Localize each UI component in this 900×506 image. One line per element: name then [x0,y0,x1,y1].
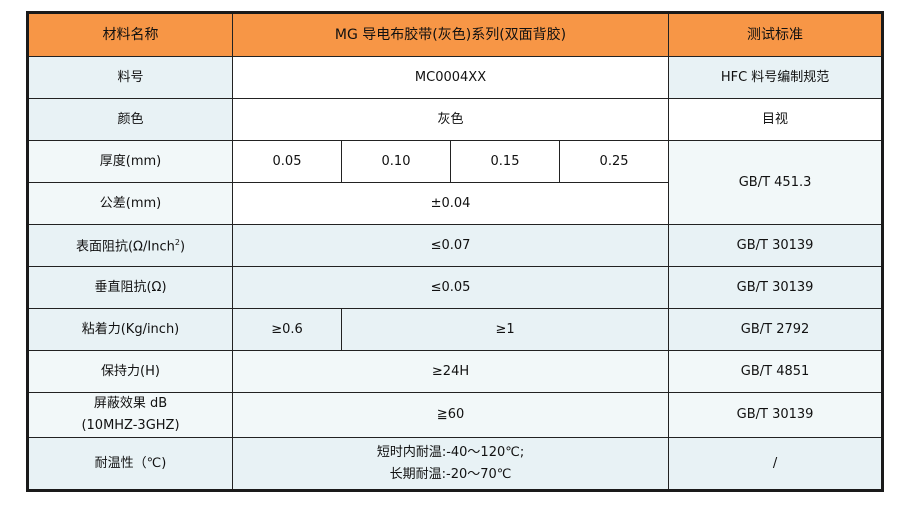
row-standard: GB/T 2792 [668,308,884,351]
row-standard: GB/T 30139 [668,392,884,438]
spec-table: 材料名称 MG 导电布胶带(灰色)系列(双面背胶) 测试标准 料号 MC0004… [26,11,885,492]
table-row: 保持力(H) ≥24H GB/T 4851 [27,350,884,393]
table-row: 厚度(mm) 0.05 0.10 0.15 0.25 GB/T 451.3 [27,140,884,225]
row-value: 灰色 [231,98,670,141]
label-text: ) [179,239,186,255]
row-label: 颜色 [27,98,233,141]
header-product-series: MG 导电布胶带(灰色)系列(双面背胶) [231,12,670,57]
row-label: 厚度(mm) [27,140,233,183]
row-value: 0.25 [558,140,670,183]
row-label: 料号 [27,56,233,99]
row-standard: GB/T 4851 [668,350,884,393]
label-text: 表面阻抗(Ω/Inch [75,239,175,255]
row-label: 公差(mm) [27,182,233,225]
row-value: MC0004XX [231,56,670,99]
row-value: 0.15 [450,140,560,183]
header-test-standard: 测试标准 [668,12,884,57]
row-label: 屏蔽效果 dB (10MHZ-3GHZ) [27,392,233,438]
table-row: 粘着力(Kg/inch) ≥0.6 ≥1 GB/T 2792 [27,308,884,351]
row-standard: HFC 料号编制规范 [668,56,884,99]
row-label: 表面阻抗(Ω/Inch2) [27,224,233,267]
header-material-name: 材料名称 [27,12,233,57]
row-value: ≥0.6 [232,308,342,351]
row-standard: 目视 [668,98,884,141]
table-row: 垂直阻抗(Ω) ≤0.05 GB/T 30139 [27,266,884,309]
row-standard: GB/T 30139 [668,266,884,309]
header-row: 材料名称 MG 导电布胶带(灰色)系列(双面背胶) 测试标准 [27,12,884,57]
table-row: 耐温性（℃) 短时内耐温:-40～120℃; 长期耐温:-20～70℃ / [27,437,884,491]
value-line: 短时内耐温:-40～120℃; [376,444,525,460]
row-value: 0.05 [232,140,342,183]
row-label: 保持力(H) [27,350,233,393]
value-line: 长期耐温:-20～70℃ [389,466,512,482]
row-value: ≤0.07 [231,224,670,267]
table-row: 公差(mm) ±0.04 [27,182,883,225]
row-value: ≧60 [231,392,670,438]
table-row: 颜色 灰色 目视 [27,98,884,141]
table-row: 表面阻抗(Ω/Inch2) ≤0.07 GB/T 30139 [27,224,884,267]
row-value: ≥1 [340,308,670,351]
row-standard: / [668,437,884,491]
row-standard: GB/T 30139 [668,224,884,267]
row-value: ±0.04 [231,182,670,225]
row-value: ≥24H [231,350,670,393]
table-row: 屏蔽效果 dB (10MHZ-3GHZ) ≧60 GB/T 30139 [27,392,884,438]
row-label: 垂直阻抗(Ω) [27,266,233,309]
table-row: 料号 MC0004XX HFC 料号编制规范 [27,56,884,99]
label-line: 屏蔽效果 dB [93,396,168,411]
row-label: 耐温性（℃) [27,437,233,491]
label-line: (10MHZ-3GHZ) [81,418,180,433]
row-standard: GB/T 451.3 [668,140,884,225]
row-value: ≤0.05 [231,266,670,309]
row-label: 粘着力(Kg/inch) [27,308,233,351]
row-value: 0.10 [341,140,451,183]
row-value: 短时内耐温:-40～120℃; 长期耐温:-20～70℃ [231,437,670,491]
label-superscript: 2 [174,238,180,248]
